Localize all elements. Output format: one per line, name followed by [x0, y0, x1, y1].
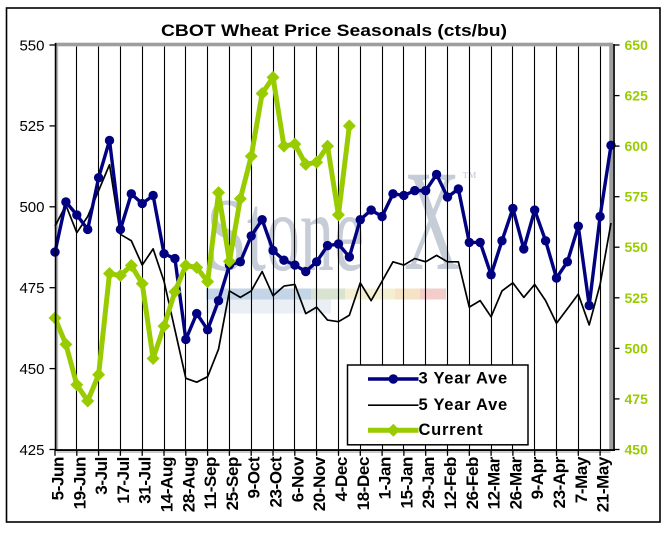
- svg-text:15-Jan: 15-Jan: [397, 457, 416, 508]
- svg-text:475: 475: [19, 280, 44, 297]
- svg-text:9-Apr: 9-Apr: [528, 456, 547, 499]
- svg-text:14-Aug: 14-Aug: [158, 457, 177, 512]
- svg-text:28-Aug: 28-Aug: [179, 457, 198, 512]
- svg-text:20-Nov: 20-Nov: [310, 456, 329, 511]
- svg-text:X: X: [404, 142, 460, 301]
- svg-text:500: 500: [19, 199, 44, 216]
- svg-text:12-Feb: 12-Feb: [441, 457, 460, 509]
- svg-text:6-Nov: 6-Nov: [288, 456, 307, 502]
- svg-text:26-Mar: 26-Mar: [506, 456, 525, 509]
- svg-text:23-Apr: 23-Apr: [550, 456, 569, 508]
- svg-text:17-Jul: 17-Jul: [114, 457, 133, 504]
- svg-text:29-Jan: 29-Jan: [419, 457, 438, 508]
- svg-text:575: 575: [625, 189, 649, 205]
- svg-text:23-Oct: 23-Oct: [267, 456, 286, 507]
- svg-text:3 Year Ave: 3 Year Ave: [419, 370, 508, 388]
- svg-text:11-Sep: 11-Sep: [201, 457, 220, 509]
- svg-text:550: 550: [19, 37, 44, 54]
- svg-text:475: 475: [625, 391, 649, 407]
- svg-text:31-Jul: 31-Jul: [136, 457, 155, 504]
- svg-text:1-Jan: 1-Jan: [376, 457, 395, 499]
- svg-text:26-Feb: 26-Feb: [463, 457, 482, 509]
- svg-text:425: 425: [19, 442, 44, 459]
- svg-text:25-Sep: 25-Sep: [223, 457, 242, 510]
- svg-text:650: 650: [625, 37, 649, 53]
- svg-text:7-May: 7-May: [572, 456, 591, 503]
- svg-text:Current: Current: [419, 421, 484, 439]
- svg-text:CBOT Wheat Price Seasonals (ct: CBOT Wheat Price Seasonals (cts/bu): [161, 22, 507, 40]
- svg-text:9-Oct: 9-Oct: [245, 456, 264, 498]
- svg-text:5 Year Ave: 5 Year Ave: [419, 396, 508, 414]
- svg-text:12-Mar: 12-Mar: [485, 456, 504, 509]
- svg-text:4-Dec: 4-Dec: [332, 457, 351, 501]
- svg-text:19-Jun: 19-Jun: [70, 457, 89, 509]
- svg-text:3-Jul: 3-Jul: [92, 457, 111, 495]
- svg-text:5-Jun: 5-Jun: [49, 457, 68, 500]
- svg-text:500: 500: [625, 340, 649, 356]
- svg-text:525: 525: [625, 290, 649, 306]
- svg-text:550: 550: [625, 239, 649, 255]
- svg-text:18-Dec: 18-Dec: [354, 457, 373, 510]
- svg-text:625: 625: [625, 88, 649, 104]
- svg-text:21-May: 21-May: [594, 456, 613, 512]
- svg-text:450: 450: [625, 442, 649, 458]
- svg-text:450: 450: [19, 361, 44, 378]
- svg-text:525: 525: [19, 118, 44, 135]
- svg-text:600: 600: [625, 138, 649, 154]
